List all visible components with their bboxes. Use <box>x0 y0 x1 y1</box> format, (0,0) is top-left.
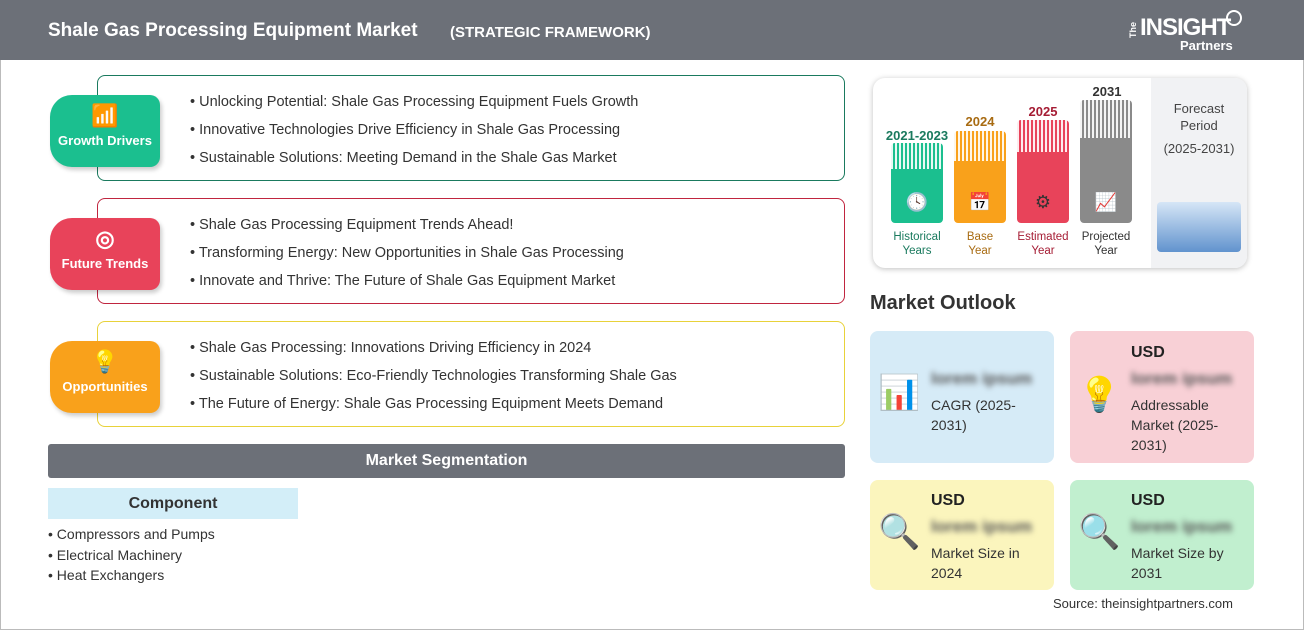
dollar-bulb-icon: 💡 <box>1078 376 1121 414</box>
cagr-card: 📊 lorem ipsum CAGR (2025-2031) <box>870 331 1054 463</box>
component-list: Compressors and Pumps Electrical Machine… <box>48 526 215 588</box>
page-subtitle: (STRATEGIC FRAMEWORK) <box>450 24 651 41</box>
component-header: Component <box>48 488 298 519</box>
timeline-card: 2021-2023 🕓 Historical Years 2024 📅 Base Y… <box>873 78 1247 268</box>
growth-bars-icon: 📊 <box>878 374 921 412</box>
historical-bar: 🕓 <box>891 143 943 223</box>
logo-the: The <box>1128 21 1138 38</box>
addressable-value: lorem ipsum <box>1131 369 1233 388</box>
cagr-value: lorem ipsum <box>931 369 1033 388</box>
section-label: Growth Drivers <box>58 133 152 148</box>
opportunities-box: Shale Gas Processing: Innovations Drivin… <box>97 321 845 427</box>
cagr-label: CAGR (2025-2031) <box>931 397 1016 433</box>
addressable-label: Addressable Market (2025-2031) <box>1131 397 1219 453</box>
base-year-bar: 📅 <box>954 131 1006 223</box>
source-text: Source: theinsightpartners.com <box>1053 596 1233 611</box>
growth-drivers-box: Unlocking Potential: Shale Gas Processin… <box>97 75 845 181</box>
gear-screen-icon: ⚙ <box>1034 192 1052 212</box>
presentation-icon: 📈 <box>1094 192 1118 212</box>
bar-caption: Estimated Year <box>1017 231 1069 257</box>
logo-ring-icon <box>1226 10 1242 26</box>
year-label: 2021-2023 <box>885 128 949 143</box>
insight-partners-logo: The INSIGHT Partners <box>1128 8 1248 54</box>
year-label: 2024 <box>965 114 995 129</box>
header: Shale Gas Processing Equipment Market (S… <box>0 0 1304 60</box>
list-item: Shale Gas Processing: Innovations Drivin… <box>190 340 677 368</box>
section-label: Opportunities <box>62 379 148 394</box>
market-size-2024-value: lorem ipsum <box>931 517 1033 536</box>
list-item: Unlocking Potential: Shale Gas Processin… <box>190 94 638 122</box>
market-size-2031-card: 🔍 USD lorem ipsum Market Size by 2031 <box>1070 480 1254 590</box>
growth-drivers-label: 📶 Growth Drivers <box>50 95 160 167</box>
usd-label: USD <box>931 492 965 509</box>
history-icon: 🕓 <box>905 192 929 212</box>
year-label: 2025 <box>1028 104 1058 119</box>
list-item: Heat Exchangers <box>48 567 215 588</box>
growth-chart-icon: 📶 <box>91 103 119 128</box>
list-item: The Future of Energy: Shale Gas Processi… <box>190 396 677 424</box>
calendar-icon: 📅 <box>968 192 992 212</box>
list-item: Sustainable Solutions: Meeting Demand in… <box>190 150 638 178</box>
projected-year-bar: 📈 <box>1080 100 1132 223</box>
forecast-period: Forecast Period (2025-2031) <box>1151 78 1247 268</box>
market-size-2031-value: lorem ipsum <box>1131 517 1233 536</box>
estimated-year-bar: ⚙ <box>1017 120 1069 223</box>
market-size-2031-label: Market Size by 2031 <box>1131 545 1224 581</box>
section-label: Future Trends <box>61 256 149 271</box>
list-item: Compressors and Pumps <box>48 526 215 547</box>
bar-caption: Projected Year <box>1081 231 1131 257</box>
addressable-market-card: 💡 USD lorem ipsum Addressable Market (20… <box>1070 331 1254 463</box>
lightbulb-hand-icon: 💡 <box>91 349 119 374</box>
list-item: Sustainable Solutions: Eco-Friendly Tech… <box>190 368 677 396</box>
year-label: 2031 <box>1092 84 1122 99</box>
list-item: Shale Gas Processing Equipment Trends Ah… <box>190 217 624 245</box>
market-size-2024-label: Market Size in 2024 <box>931 545 1020 581</box>
market-segmentation-header: Market Segmentation <box>48 444 845 478</box>
bar-caption: Base Year <box>966 231 994 257</box>
list-item: Transforming Energy: New Opportunities i… <box>190 245 624 273</box>
bar-caption: Historical Years <box>893 231 941 257</box>
future-trends-label: ◎ Future Trends <box>50 218 160 290</box>
logo-partners: Partners <box>1180 38 1233 53</box>
list-item: Innovate and Thrive: The Future of Shale… <box>190 273 624 301</box>
market-outlook-title: Market Outlook <box>870 292 1016 314</box>
magnifier-chart-icon: 🔍 <box>878 513 921 551</box>
list-item: Innovative Technologies Drive Efficiency… <box>190 122 638 150</box>
future-trends-box: Shale Gas Processing Equipment Trends Ah… <box>97 198 845 304</box>
market-size-2024-card: 🔍 USD lorem ipsum Market Size in 2024 <box>870 480 1054 590</box>
usd-label: USD <box>1131 492 1165 509</box>
usd-label: USD <box>1131 344 1165 361</box>
target-icon: ◎ <box>95 226 115 251</box>
magnifier-chart-icon: 🔍 <box>1078 513 1121 551</box>
analytics-illustration-icon <box>1157 202 1241 252</box>
logo-insight: INSIGHT <box>1140 14 1231 41</box>
page-title: Shale Gas Processing Equipment Market <box>48 20 418 41</box>
list-item: Electrical Machinery <box>48 547 215 568</box>
opportunities-label: 💡 Opportunities <box>50 341 160 413</box>
